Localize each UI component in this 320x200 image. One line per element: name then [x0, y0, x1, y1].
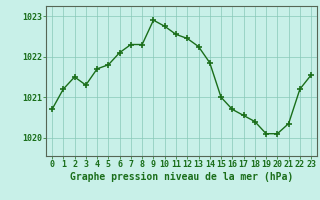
X-axis label: Graphe pression niveau de la mer (hPa): Graphe pression niveau de la mer (hPa): [70, 172, 293, 182]
